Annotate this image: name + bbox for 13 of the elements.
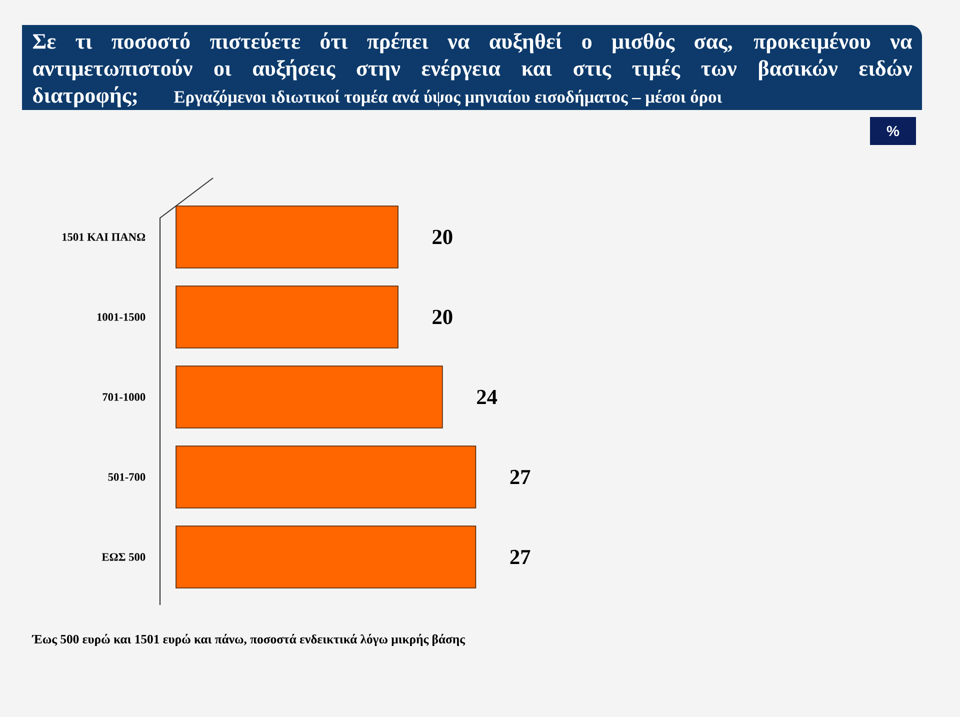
y-tick-label: 1501 ΚΑΙ ΠΑΝΩ [62, 233, 146, 241]
text: % [886, 126, 900, 136]
y-tick-label: 501-700 [108, 473, 146, 481]
chart-subtitle: Εργαζόμενοι ιδιωτικοί τομέα ανά ύψος μηνιαίου εισοδήματος – μέσοι όροι [174, 90, 722, 106]
data-label: 27 [510, 470, 530, 484]
data-label: 27 [510, 550, 530, 564]
y-tick-label: ΕΩΣ 500 [102, 553, 146, 561]
text: Έως 500 ευρώ και 1501 ευρώ και πάνω, ποσοστά ενδεικτικά λόγω μικρής βάσης [32, 634, 466, 646]
y-tick-label: 701-1000 [102, 393, 146, 401]
data-label: 24 [477, 390, 498, 404]
y-tick-label: 1001-1500 [97, 313, 146, 321]
data-label: 20 [432, 230, 452, 244]
data-label: 20 [432, 310, 452, 324]
